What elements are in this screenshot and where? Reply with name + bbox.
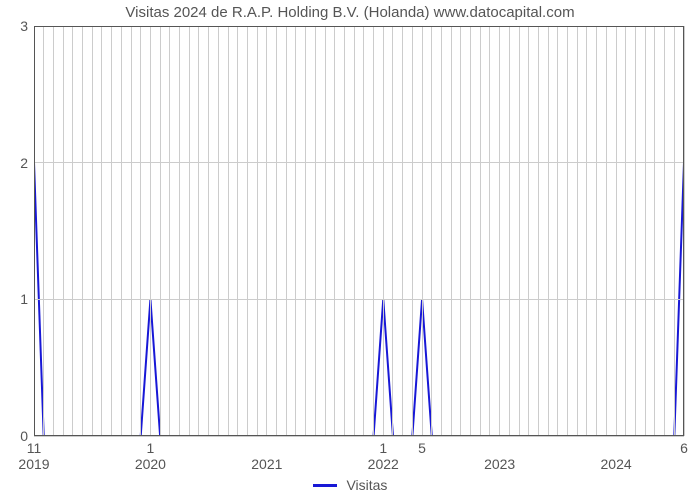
x-gridline xyxy=(247,26,248,436)
x-gridline xyxy=(548,26,549,436)
x-gridline xyxy=(72,26,73,436)
y-gridline xyxy=(34,162,684,163)
x-gridline xyxy=(616,26,617,436)
x-gridline xyxy=(654,26,655,436)
x-gridline xyxy=(92,26,93,436)
x-gridline xyxy=(208,26,209,436)
x-month-label: 1 xyxy=(379,440,387,456)
x-gridline xyxy=(354,26,355,436)
x-gridline xyxy=(557,26,558,436)
x-gridline xyxy=(422,26,423,436)
x-gridline xyxy=(674,26,675,436)
x-gridline xyxy=(160,26,161,436)
x-gridline xyxy=(295,26,296,436)
x-gridline xyxy=(577,26,578,436)
x-gridline xyxy=(596,26,597,436)
x-gridline xyxy=(218,26,219,436)
chart-container: Visitas 2024 de R.A.P. Holding B.V. (Hol… xyxy=(0,0,700,500)
x-gridline xyxy=(635,26,636,436)
x-gridline xyxy=(519,26,520,436)
y-tick-label: 2 xyxy=(20,155,28,171)
x-month-label: 5 xyxy=(418,440,426,456)
x-month-label: 11 xyxy=(27,440,42,456)
x-year-label: 2022 xyxy=(368,456,399,472)
x-gridline xyxy=(276,26,277,436)
x-year-label: 2023 xyxy=(484,456,515,472)
x-gridline xyxy=(237,26,238,436)
x-gridline xyxy=(625,26,626,436)
x-gridline xyxy=(470,26,471,436)
x-gridline xyxy=(567,26,568,436)
x-gridline xyxy=(228,26,229,436)
x-gridline xyxy=(489,26,490,436)
plot-border xyxy=(683,26,684,436)
x-gridline xyxy=(402,26,403,436)
legend-swatch xyxy=(313,484,337,487)
x-gridline xyxy=(198,26,199,436)
x-gridline xyxy=(480,26,481,436)
legend: Visitas xyxy=(0,476,700,493)
x-gridline xyxy=(257,26,258,436)
x-gridline xyxy=(286,26,287,436)
x-gridline xyxy=(586,26,587,436)
x-gridline xyxy=(315,26,316,436)
x-gridline xyxy=(509,26,510,436)
x-gridline xyxy=(344,26,345,436)
x-gridline xyxy=(111,26,112,436)
x-gridline xyxy=(664,26,665,436)
x-gridline xyxy=(150,26,151,436)
x-gridline xyxy=(121,26,122,436)
x-month-label: 6 xyxy=(680,440,688,456)
x-gridline xyxy=(441,26,442,436)
x-gridline xyxy=(140,26,141,436)
x-gridline xyxy=(451,26,452,436)
x-gridline xyxy=(179,26,180,436)
y-gridline xyxy=(34,299,684,300)
x-gridline xyxy=(606,26,607,436)
legend-label: Visitas xyxy=(346,477,387,493)
x-gridline xyxy=(266,26,267,436)
x-gridline xyxy=(131,26,132,436)
x-gridline xyxy=(101,26,102,436)
x-gridline xyxy=(43,26,44,436)
x-gridline xyxy=(412,26,413,436)
x-gridline xyxy=(499,26,500,436)
x-gridline xyxy=(325,26,326,436)
y-tick-label: 3 xyxy=(20,18,28,34)
x-gridline xyxy=(460,26,461,436)
y-tick-label: 1 xyxy=(20,291,28,307)
x-year-label: 2019 xyxy=(18,456,49,472)
x-gridline xyxy=(63,26,64,436)
x-gridline xyxy=(334,26,335,436)
plot-border xyxy=(34,26,684,27)
plot-border xyxy=(34,26,35,436)
x-gridline xyxy=(169,26,170,436)
x-gridline xyxy=(538,26,539,436)
x-gridline xyxy=(645,26,646,436)
x-gridline xyxy=(363,26,364,436)
plot-area: 0123111156201920202021202220232024 xyxy=(34,26,684,436)
x-gridline xyxy=(189,26,190,436)
chart-title: Visitas 2024 de R.A.P. Holding B.V. (Hol… xyxy=(0,4,700,21)
x-year-label: 2020 xyxy=(135,456,166,472)
x-gridline xyxy=(528,26,529,436)
x-month-label: 1 xyxy=(147,440,155,456)
x-gridline xyxy=(82,26,83,436)
x-gridline xyxy=(53,26,54,436)
x-gridline xyxy=(431,26,432,436)
x-gridline xyxy=(305,26,306,436)
x-year-label: 2021 xyxy=(251,456,282,472)
plot-border xyxy=(34,435,684,436)
x-gridline xyxy=(383,26,384,436)
x-gridline xyxy=(373,26,374,436)
x-year-label: 2024 xyxy=(601,456,632,472)
x-gridline xyxy=(392,26,393,436)
